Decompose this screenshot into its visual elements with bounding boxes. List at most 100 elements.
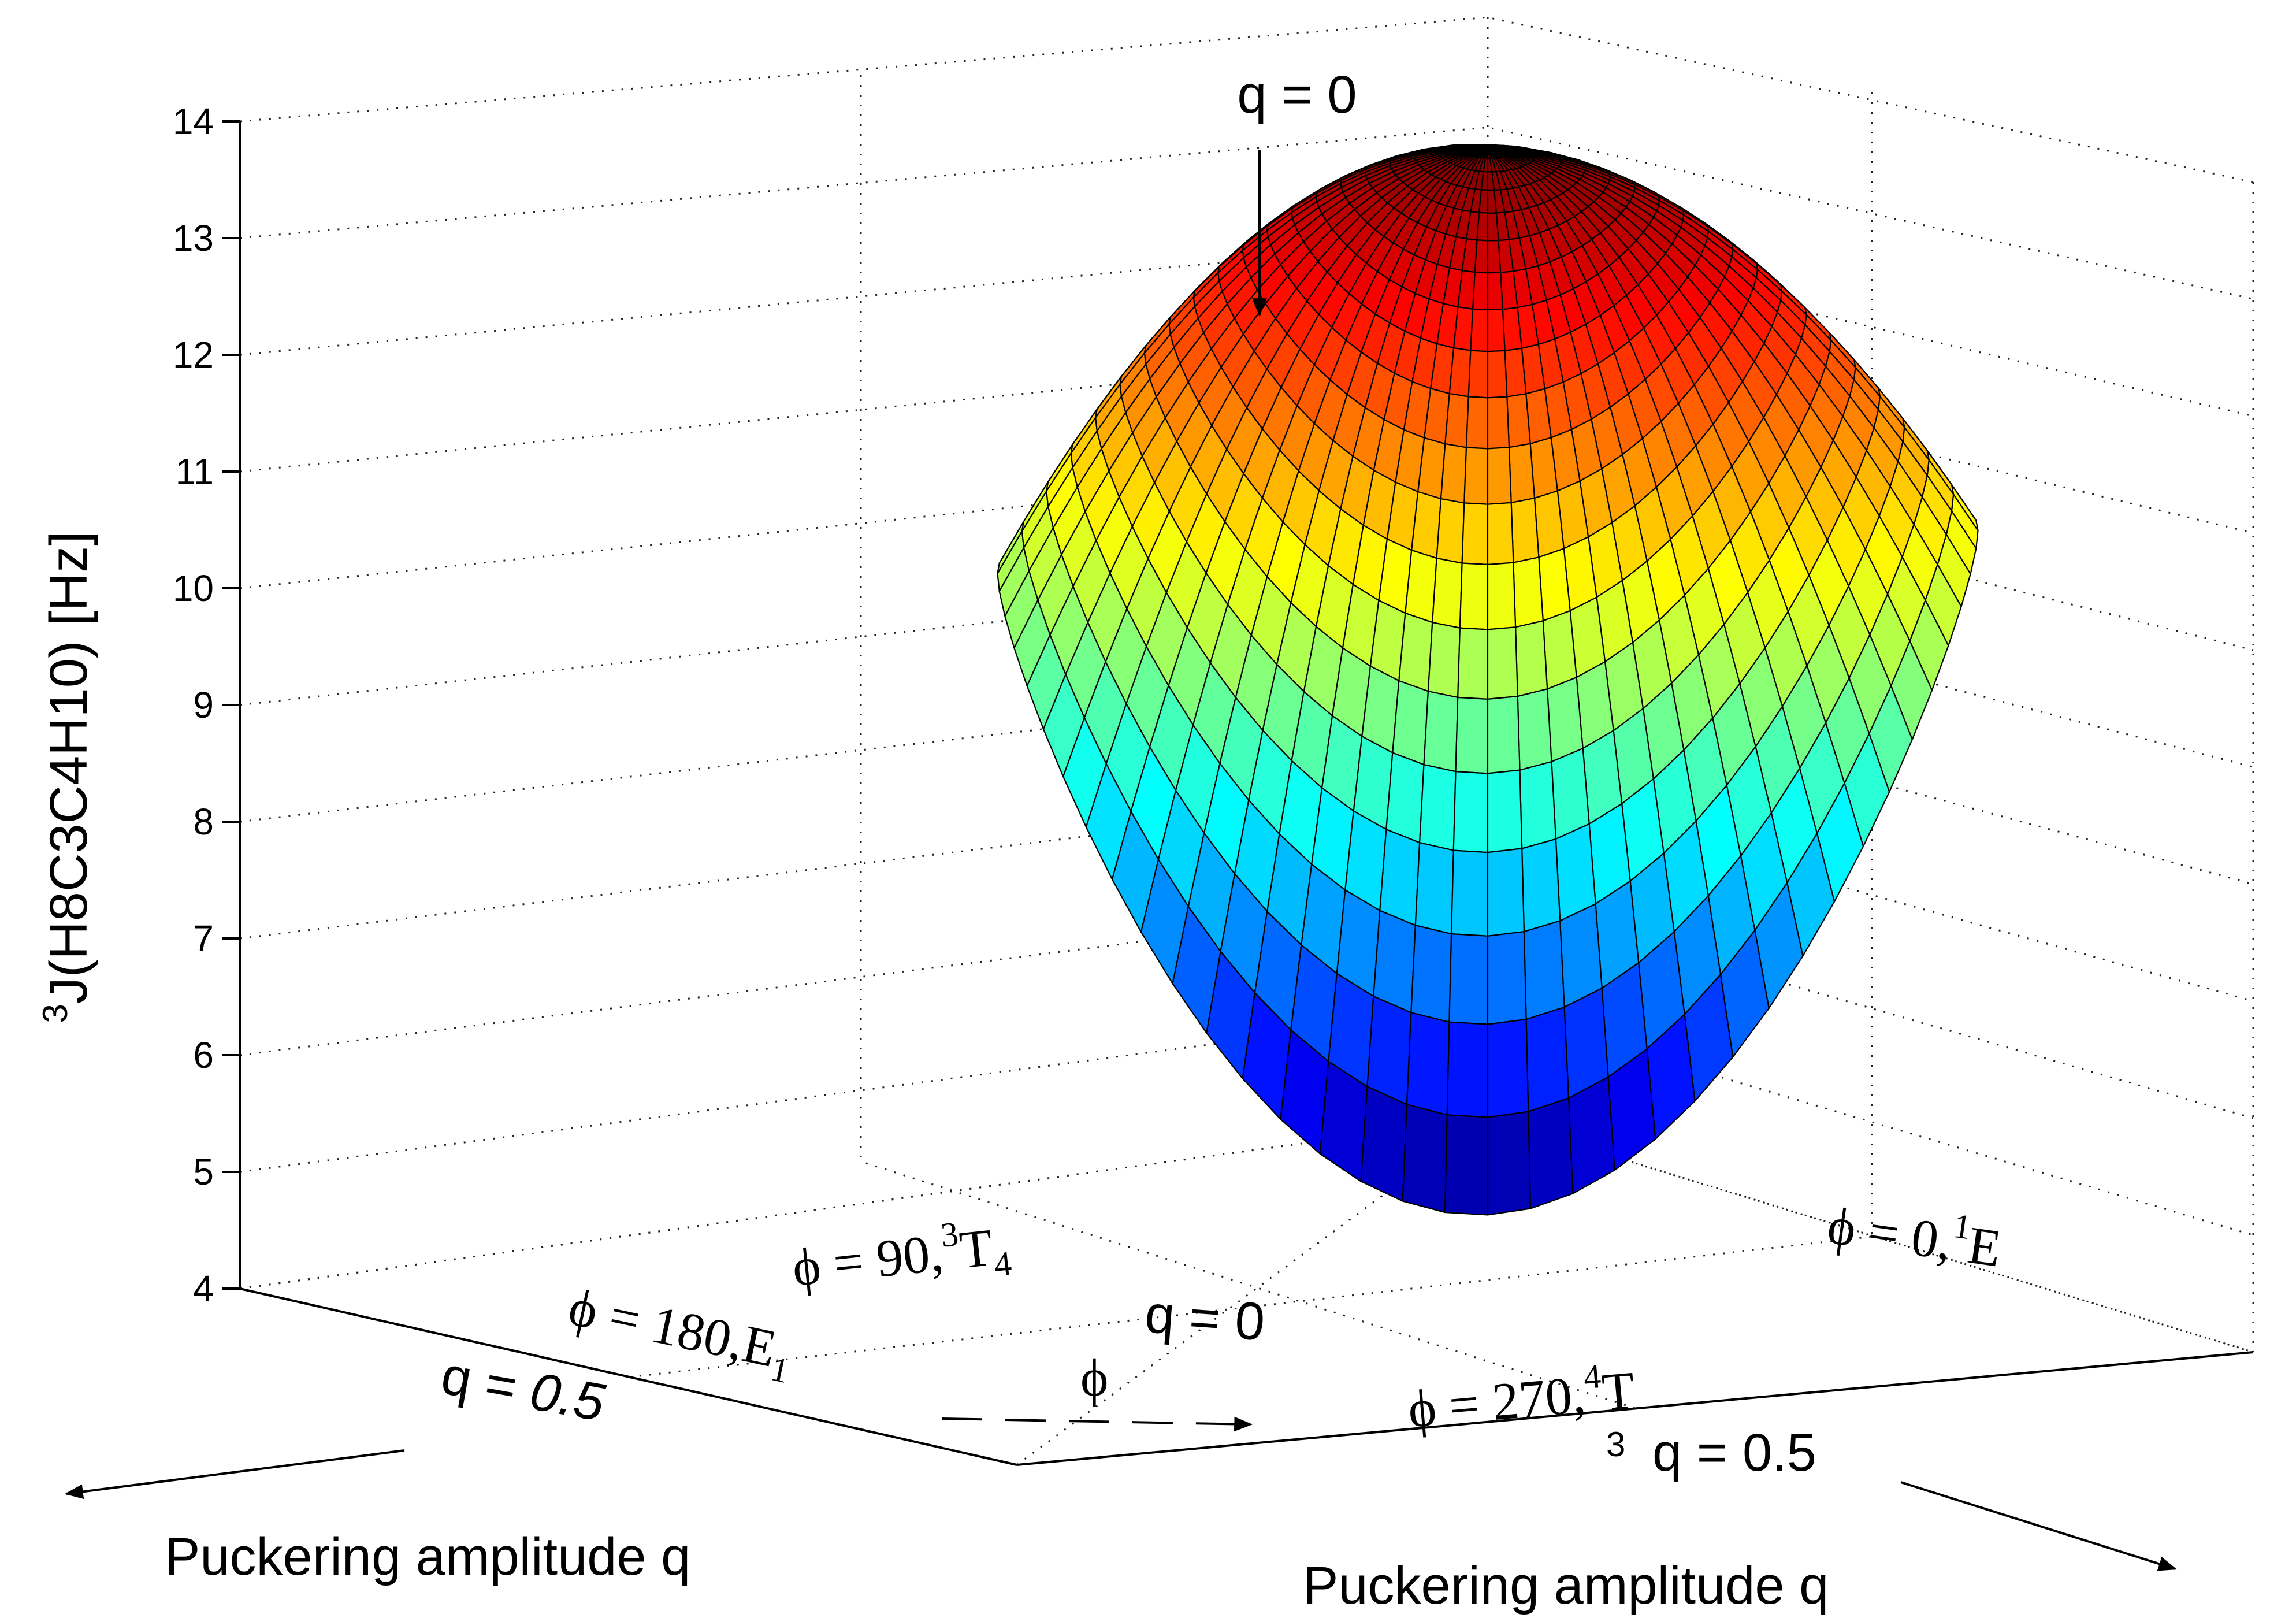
surface-patch bbox=[1487, 931, 1527, 1025]
z-tick-label: 12 bbox=[173, 334, 214, 376]
surface-patch bbox=[1513, 556, 1544, 628]
surface-patch bbox=[1542, 610, 1577, 690]
surface-patch bbox=[1521, 838, 1561, 933]
surface-patch bbox=[1504, 347, 1527, 398]
surface-patch bbox=[1402, 1104, 1448, 1214]
z-tick-label: 13 bbox=[173, 217, 214, 259]
z-tick-label: 4 bbox=[193, 1268, 214, 1309]
surface-patch bbox=[1525, 1006, 1570, 1112]
annotation-phi-0: ϕ = 0,1E bbox=[1824, 1189, 2005, 1278]
grid-floor bbox=[239, 1117, 1488, 1290]
z-axis-title-main: J(H8C3C4H10) [Hz] bbox=[39, 531, 98, 1004]
surface-patch bbox=[1487, 350, 1508, 399]
surface-patch bbox=[1487, 695, 1521, 774]
surface-patch bbox=[1444, 1114, 1489, 1216]
surface-patch bbox=[1459, 562, 1489, 630]
arrow-x-axis bbox=[64, 1449, 405, 1500]
surface-patch bbox=[1432, 557, 1463, 629]
surface-patch bbox=[1465, 396, 1489, 450]
surface-patch bbox=[1461, 502, 1489, 566]
surface-patch bbox=[1508, 443, 1536, 504]
surface-patch bbox=[1478, 189, 1489, 214]
surface-patch bbox=[1398, 612, 1433, 692]
surface-patch bbox=[1476, 211, 1489, 242]
base-front-right-edge bbox=[1016, 1351, 2254, 1466]
grid-floor bbox=[629, 1235, 1873, 1378]
annotation-phi-symbol: ϕ bbox=[1080, 1348, 1108, 1407]
surface-patch bbox=[1446, 1021, 1489, 1118]
annotation-q0-base: q = 0 bbox=[1143, 1285, 1267, 1352]
x-axis-title: Puckering amplitude q bbox=[165, 1527, 690, 1586]
surface-patch bbox=[1519, 760, 1556, 849]
surface-patch bbox=[1487, 212, 1499, 242]
surface-patch bbox=[1487, 272, 1503, 311]
surface-patch bbox=[1487, 769, 1523, 853]
surface-patch bbox=[1515, 620, 1548, 697]
z-ticks: 4 5 6 7 8 9 10 11 12 13 14 bbox=[173, 101, 240, 1309]
annotation-phi-270: ϕ = 270,4T bbox=[1405, 1354, 1637, 1439]
surface-patch bbox=[1440, 443, 1467, 504]
surface-patch bbox=[1510, 497, 1540, 563]
surface-patch bbox=[1487, 1111, 1532, 1216]
surface-patch bbox=[1474, 239, 1489, 274]
surface-patch bbox=[1427, 621, 1461, 699]
z-axis-title: 3J(H8C3C4H10) [Hz] bbox=[36, 531, 98, 1023]
surface-patch bbox=[1487, 1018, 1529, 1118]
surface-patch bbox=[1487, 447, 1512, 505]
surface-patch bbox=[1444, 392, 1469, 448]
surface-patch bbox=[1455, 696, 1489, 774]
annotation-q05-right-sub: 3 bbox=[1606, 1425, 1625, 1464]
arrow-y-axis bbox=[1900, 1481, 2178, 1571]
z-axis-title-sup: 3 bbox=[36, 1004, 75, 1023]
surface-patch bbox=[1487, 309, 1506, 352]
z-tick-label: 8 bbox=[193, 801, 214, 843]
surface-patch bbox=[1448, 347, 1472, 398]
surface-patch bbox=[1423, 691, 1459, 773]
surface-patch bbox=[1410, 925, 1452, 1023]
surface-patch bbox=[1487, 626, 1518, 700]
surface-patch bbox=[1487, 240, 1502, 274]
surface-patch bbox=[1487, 848, 1525, 937]
surface-patch bbox=[1385, 752, 1425, 844]
surface-patch bbox=[1406, 1012, 1450, 1116]
surface-patch bbox=[1487, 396, 1510, 450]
z-tick-label: 7 bbox=[193, 918, 214, 959]
surface-patch bbox=[1405, 549, 1437, 624]
surface-mesh bbox=[997, 144, 1979, 1216]
z-tick-label: 9 bbox=[193, 684, 214, 726]
surface-patch bbox=[1452, 771, 1489, 853]
surface-patch bbox=[1487, 562, 1517, 630]
annotation-q05-right: q = 0.5 bbox=[1652, 1423, 1816, 1482]
surface-patch bbox=[1436, 498, 1465, 564]
surface-patch bbox=[1451, 849, 1489, 937]
surface-patch bbox=[1517, 688, 1552, 771]
base-front-left-edge bbox=[239, 1287, 1017, 1466]
surface-patch bbox=[1551, 747, 1590, 840]
surface-patch bbox=[1366, 995, 1412, 1105]
surface-patch bbox=[1457, 627, 1489, 700]
surface-patch bbox=[1487, 189, 1497, 214]
annotation-phi-90: ϕ = 90,3T4 bbox=[789, 1209, 1013, 1305]
surface-patch bbox=[1414, 842, 1454, 935]
y-axis-title: Puckering amplitude q bbox=[1303, 1556, 1829, 1615]
annotation-q05-left: q = 0.5 bbox=[437, 1346, 610, 1433]
surface-patch bbox=[1448, 933, 1489, 1025]
surface-patch bbox=[1373, 910, 1416, 1014]
surface-patch bbox=[1487, 502, 1514, 566]
surface-patch bbox=[1523, 920, 1565, 1020]
surface-patch bbox=[1528, 1097, 1574, 1209]
svg-text:3J(H8C3C4H10) [Hz]: 3J(H8C3C4H10) [Hz] bbox=[36, 531, 98, 1023]
surface-patch bbox=[1538, 548, 1571, 622]
grid-horizontal bbox=[239, 346, 2254, 534]
surface-patch bbox=[1360, 1086, 1408, 1202]
annotation-q0-top: q = 0 bbox=[1237, 65, 1357, 124]
surface-patch bbox=[1470, 308, 1489, 352]
surface-patch bbox=[1467, 350, 1489, 399]
surface-patch bbox=[1567, 1076, 1615, 1194]
surface-patch bbox=[1419, 764, 1457, 851]
surface-patch bbox=[1472, 272, 1489, 311]
surface-patch bbox=[1547, 677, 1584, 763]
arrow-phi-direction bbox=[941, 1416, 1253, 1432]
z-tick-label: 10 bbox=[173, 567, 214, 609]
